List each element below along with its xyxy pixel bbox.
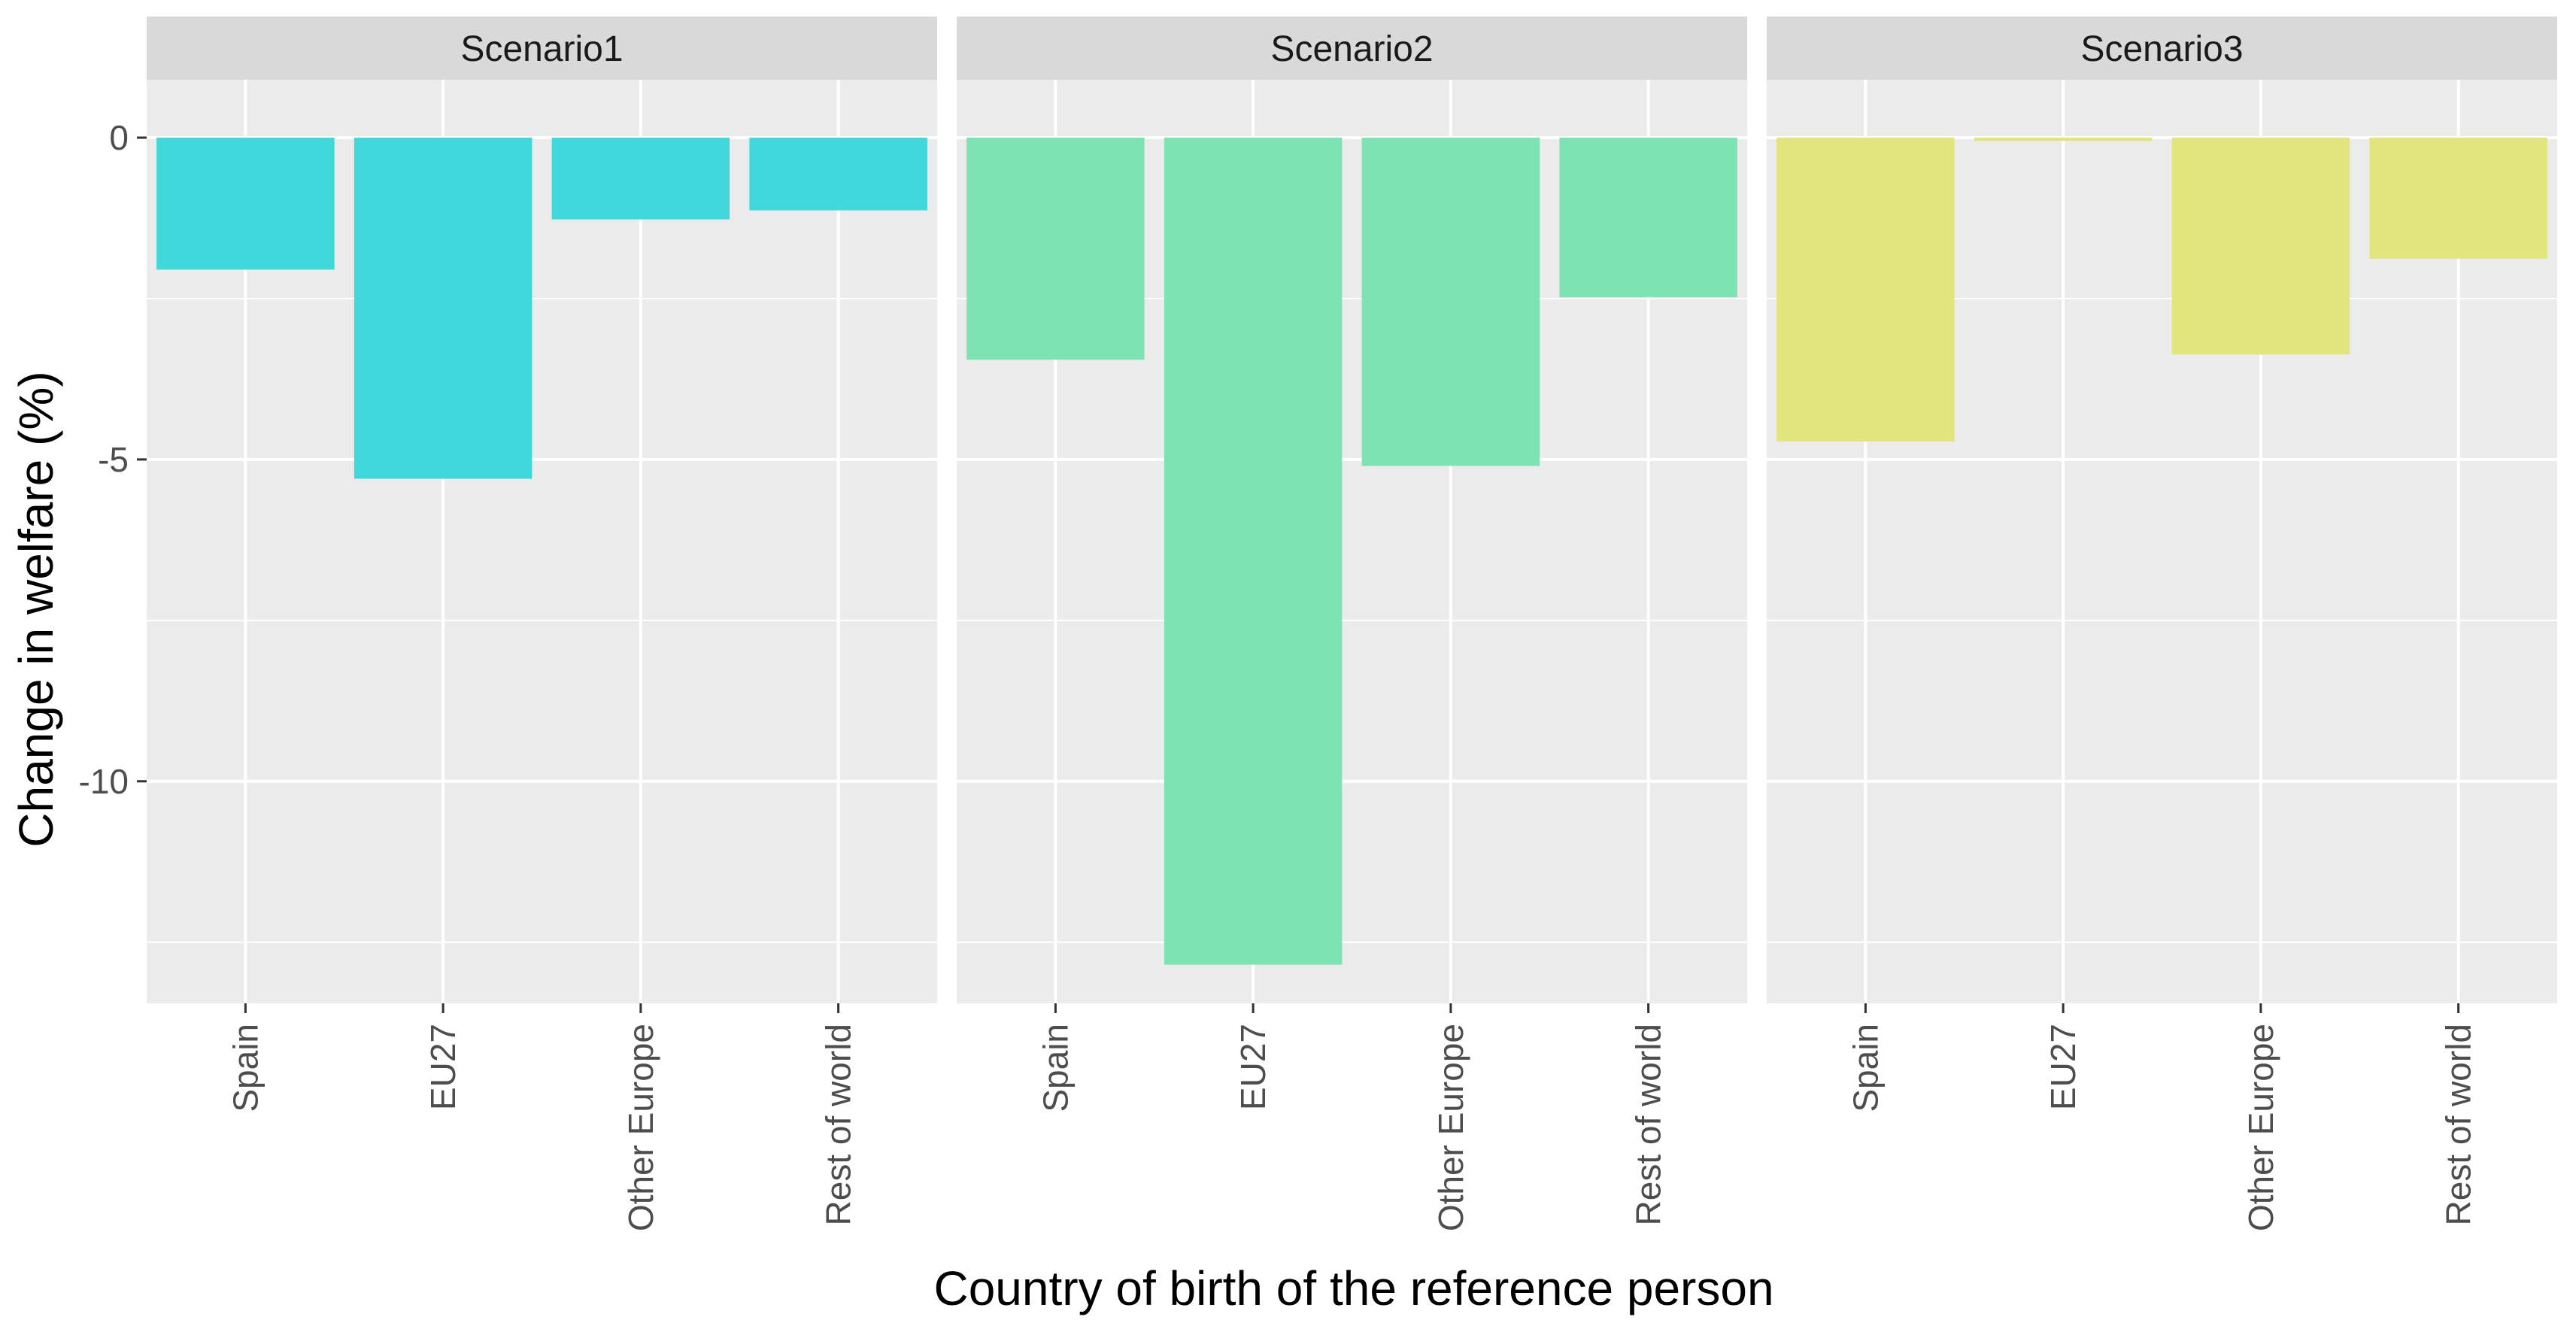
facet-strip xyxy=(1767,17,2557,80)
x-tick-label: Rest of world xyxy=(2439,1024,2478,1225)
bar-scenario1-spain xyxy=(156,138,335,270)
facet-panel: Scenario1 Spain EU27 Other Europe Rest of wo… xyxy=(147,17,937,1231)
x-tick-label: Other Europe xyxy=(621,1024,660,1231)
facet-strip-label: Scenario2 xyxy=(1270,29,1433,69)
bar-scenario1-other-europe xyxy=(551,138,730,220)
bar-scenario2-rest-of-world xyxy=(1559,138,1737,298)
x-tick-label: EU27 xyxy=(2044,1024,2083,1110)
bar-scenario1-eu27 xyxy=(353,138,532,479)
bar-scenario2-other-europe xyxy=(1361,138,1540,466)
x-tick-label: EU27 xyxy=(1233,1024,1273,1110)
facet-strip xyxy=(147,17,937,80)
facet-strip xyxy=(957,17,1747,80)
facet-strip-label: Scenario1 xyxy=(460,29,623,69)
y-axis: 0 -5 -10 xyxy=(79,118,147,801)
y-tick-label: 0 xyxy=(109,118,129,157)
bar-scenario3-rest-of-world xyxy=(2369,138,2547,259)
x-tick-label: Spain xyxy=(226,1024,265,1112)
facet-panels: Scenario1 Spain EU27 Other Europe Rest of wo… xyxy=(147,17,2557,1231)
x-tick-label: Spain xyxy=(1036,1024,1075,1112)
bar-scenario2-eu27 xyxy=(1164,138,1343,965)
x-tick-label: EU27 xyxy=(423,1024,463,1110)
bar-scenario3-other-europe xyxy=(2171,138,2350,355)
x-tick-label: Rest of world xyxy=(1629,1024,1668,1225)
facet-panel: Scenario2 Spain EU27 Other Europe Rest of wo… xyxy=(957,17,1747,1231)
y-axis-title: Change in welfare (%) xyxy=(9,371,63,847)
y-tick-label: -5 xyxy=(98,440,129,479)
x-tick-label: Rest of world xyxy=(819,1024,858,1225)
facet-panel: Scenario3 Spain EU27 Other Europe Rest of wo… xyxy=(1767,17,2557,1231)
bar-scenario1-rest-of-world xyxy=(749,138,927,211)
x-axis-title: Country of birth of the reference person xyxy=(933,1261,1773,1315)
x-tick-label: Other Europe xyxy=(1431,1024,1470,1231)
facet-strip-label: Scenario3 xyxy=(2080,29,2243,69)
bar-scenario3-spain xyxy=(1776,138,1955,441)
x-tick-label: Other Europe xyxy=(2241,1024,2280,1231)
x-tick-label: Spain xyxy=(1846,1024,1885,1112)
y-tick-label: -10 xyxy=(79,762,129,801)
bar-scenario2-spain xyxy=(966,138,1145,360)
bar-scenario3-eu27 xyxy=(1974,138,2153,141)
